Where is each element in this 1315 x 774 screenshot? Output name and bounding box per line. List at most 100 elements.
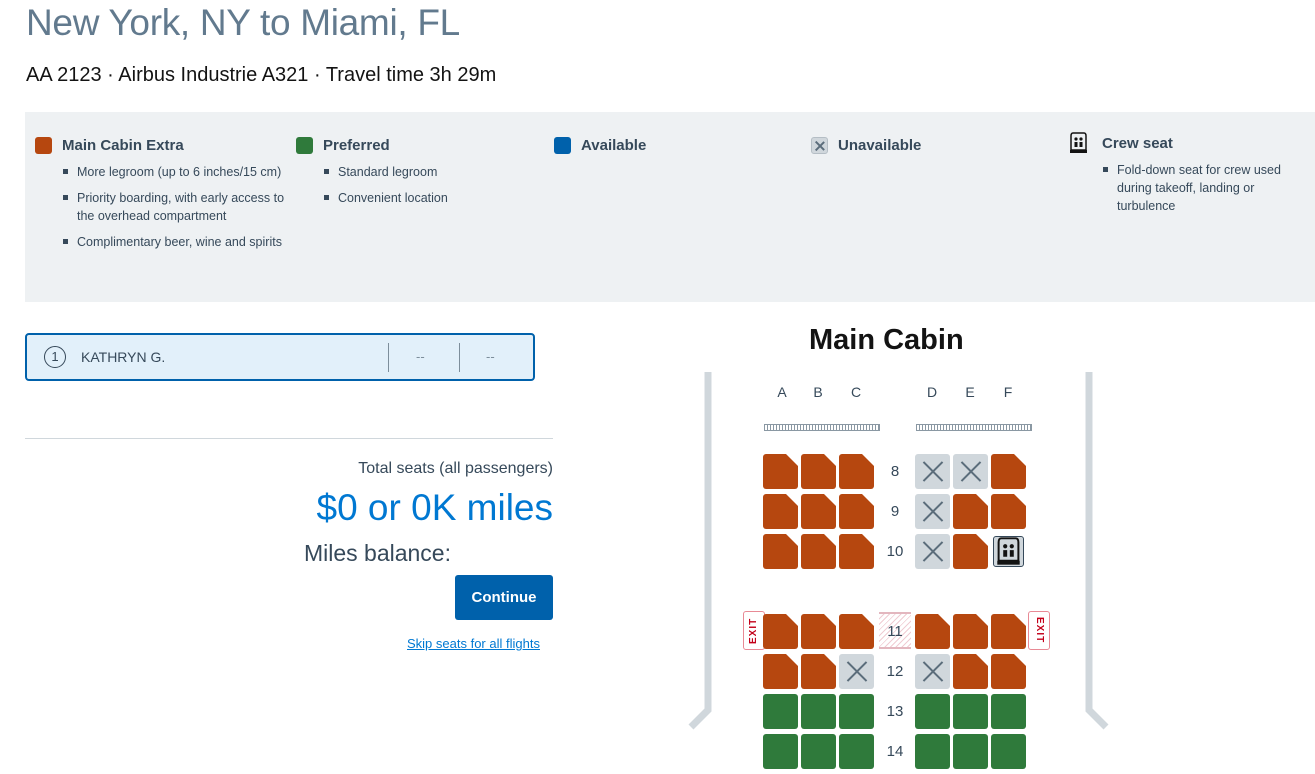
seat-column-label: D	[926, 384, 938, 400]
seat-13F[interactable]	[991, 694, 1026, 729]
seat-14A[interactable]	[763, 734, 798, 769]
passenger-selector[interactable]: 1 KATHRYN G. -- --	[25, 333, 535, 381]
seat-11C[interactable]	[839, 614, 874, 649]
seat-10D	[915, 534, 950, 569]
seat-13D[interactable]	[915, 694, 950, 729]
crew-seat-icon	[1070, 132, 1087, 153]
seat-9C[interactable]	[839, 494, 874, 529]
cabin-title: Main Cabin	[809, 324, 964, 356]
bulkhead-right	[916, 424, 1032, 431]
seat-10C[interactable]	[839, 534, 874, 569]
divider	[459, 343, 460, 372]
seat-8A[interactable]	[763, 454, 798, 489]
seat-10A[interactable]	[763, 534, 798, 569]
divider	[25, 438, 553, 439]
seat-9A[interactable]	[763, 494, 798, 529]
seat-14B[interactable]	[801, 734, 836, 769]
seat-8B[interactable]	[801, 454, 836, 489]
seat-8D	[915, 454, 950, 489]
legend-preferred: Preferred Standard legroom Convenient lo…	[296, 135, 526, 215]
flight-info: AA 2123 · Airbus Industrie A321 · Travel…	[26, 64, 497, 86]
legend-label: Preferred	[323, 136, 390, 154]
legend-available: Available	[554, 135, 754, 155]
preferred-swatch	[296, 136, 313, 154]
seat-11B[interactable]	[801, 614, 836, 649]
continue-button[interactable]: Continue	[455, 575, 553, 620]
legend-bullet: Fold-down seat for crew used during take…	[1103, 161, 1294, 215]
exit-sign-left: EXIT	[743, 611, 765, 650]
legend-label: Main Cabin Extra	[62, 136, 184, 154]
seat-14F[interactable]	[991, 734, 1026, 769]
seat-column-label: E	[965, 384, 975, 400]
row-number: 11	[887, 623, 903, 640]
total-price: $0 or 0K miles	[316, 487, 554, 528]
exit-row-aisle-mark	[879, 612, 911, 649]
legend-label: Crew seat	[1102, 134, 1173, 152]
available-swatch	[554, 136, 571, 154]
divider	[388, 343, 389, 372]
seat-column-label: C	[850, 384, 862, 400]
seat-8E	[953, 454, 988, 489]
legend-bullet: Priority boarding, with early access to …	[63, 189, 290, 225]
passenger-number: 1	[44, 346, 66, 368]
seat-9D	[915, 494, 950, 529]
seat-12C	[839, 654, 874, 689]
bulkhead-left	[764, 424, 880, 431]
seat-11F[interactable]	[991, 614, 1026, 649]
seat-13E[interactable]	[953, 694, 988, 729]
crew-seat-icon	[997, 537, 1020, 565]
seat-11D[interactable]	[915, 614, 950, 649]
row-number: 10	[886, 543, 904, 560]
seat-13B[interactable]	[801, 694, 836, 729]
seat-legend: Main Cabin Extra More legroom (up to 6 i…	[25, 112, 1315, 302]
route-title: New York, NY to Miami, FL	[26, 2, 460, 43]
seat-9F[interactable]	[991, 494, 1026, 529]
legend-bullet: More legroom (up to 6 inches/15 cm)	[63, 163, 290, 181]
passenger-name: KATHRYN G.	[81, 349, 166, 365]
crew-seat	[993, 536, 1024, 567]
seat-12F[interactable]	[991, 654, 1026, 689]
legend-unavailable: Unavailable	[811, 135, 1011, 155]
legend-main-cabin-extra: Main Cabin Extra More legroom (up to 6 i…	[35, 135, 290, 259]
row-number: 8	[890, 463, 900, 480]
seat-12A[interactable]	[763, 654, 798, 689]
skip-seats-link[interactable]: Skip seats for all flights	[407, 636, 540, 651]
seat-column-label: F	[1003, 384, 1013, 400]
seat-11E[interactable]	[953, 614, 988, 649]
passenger-seat-flight-2: --	[486, 349, 495, 364]
seat-12D	[915, 654, 950, 689]
seat-11A[interactable]	[763, 614, 798, 649]
legend-bullet: Convenient location	[324, 189, 526, 207]
seat-10B[interactable]	[801, 534, 836, 569]
main-cabin-extra-swatch	[35, 136, 52, 154]
row-number: 13	[886, 703, 904, 720]
x-icon	[811, 136, 828, 154]
seat-9E[interactable]	[953, 494, 988, 529]
passenger-seat-flight-1: --	[416, 349, 425, 364]
seat-14D[interactable]	[915, 734, 950, 769]
seat-13C[interactable]	[839, 694, 874, 729]
seat-13A[interactable]	[763, 694, 798, 729]
seat-12E[interactable]	[953, 654, 988, 689]
seat-14C[interactable]	[839, 734, 874, 769]
seat-14E[interactable]	[953, 734, 988, 769]
seat-10E[interactable]	[953, 534, 988, 569]
row-number: 14	[886, 743, 904, 760]
seat-column-label: B	[813, 384, 823, 400]
seat-column-label: A	[777, 384, 787, 400]
seat-8C[interactable]	[839, 454, 874, 489]
exit-sign-right: EXIT	[1028, 611, 1050, 650]
seat-9B[interactable]	[801, 494, 836, 529]
seat-8F[interactable]	[991, 454, 1026, 489]
legend-label: Available	[581, 136, 647, 154]
legend-label: Unavailable	[838, 136, 922, 154]
row-number: 9	[890, 503, 900, 520]
total-seats-label: Total seats (all passengers)	[358, 460, 553, 477]
miles-balance-label: Miles balance:	[303, 540, 451, 566]
row-number: 12	[886, 663, 904, 680]
legend-bullet: Complimentary beer, wine and spirits	[63, 233, 290, 251]
legend-crew-seat: Crew seat Fold-down seat for crew used d…	[1069, 132, 1294, 223]
fuselage-outline	[688, 372, 1109, 730]
legend-bullet: Standard legroom	[324, 163, 526, 181]
seat-12B[interactable]	[801, 654, 836, 689]
